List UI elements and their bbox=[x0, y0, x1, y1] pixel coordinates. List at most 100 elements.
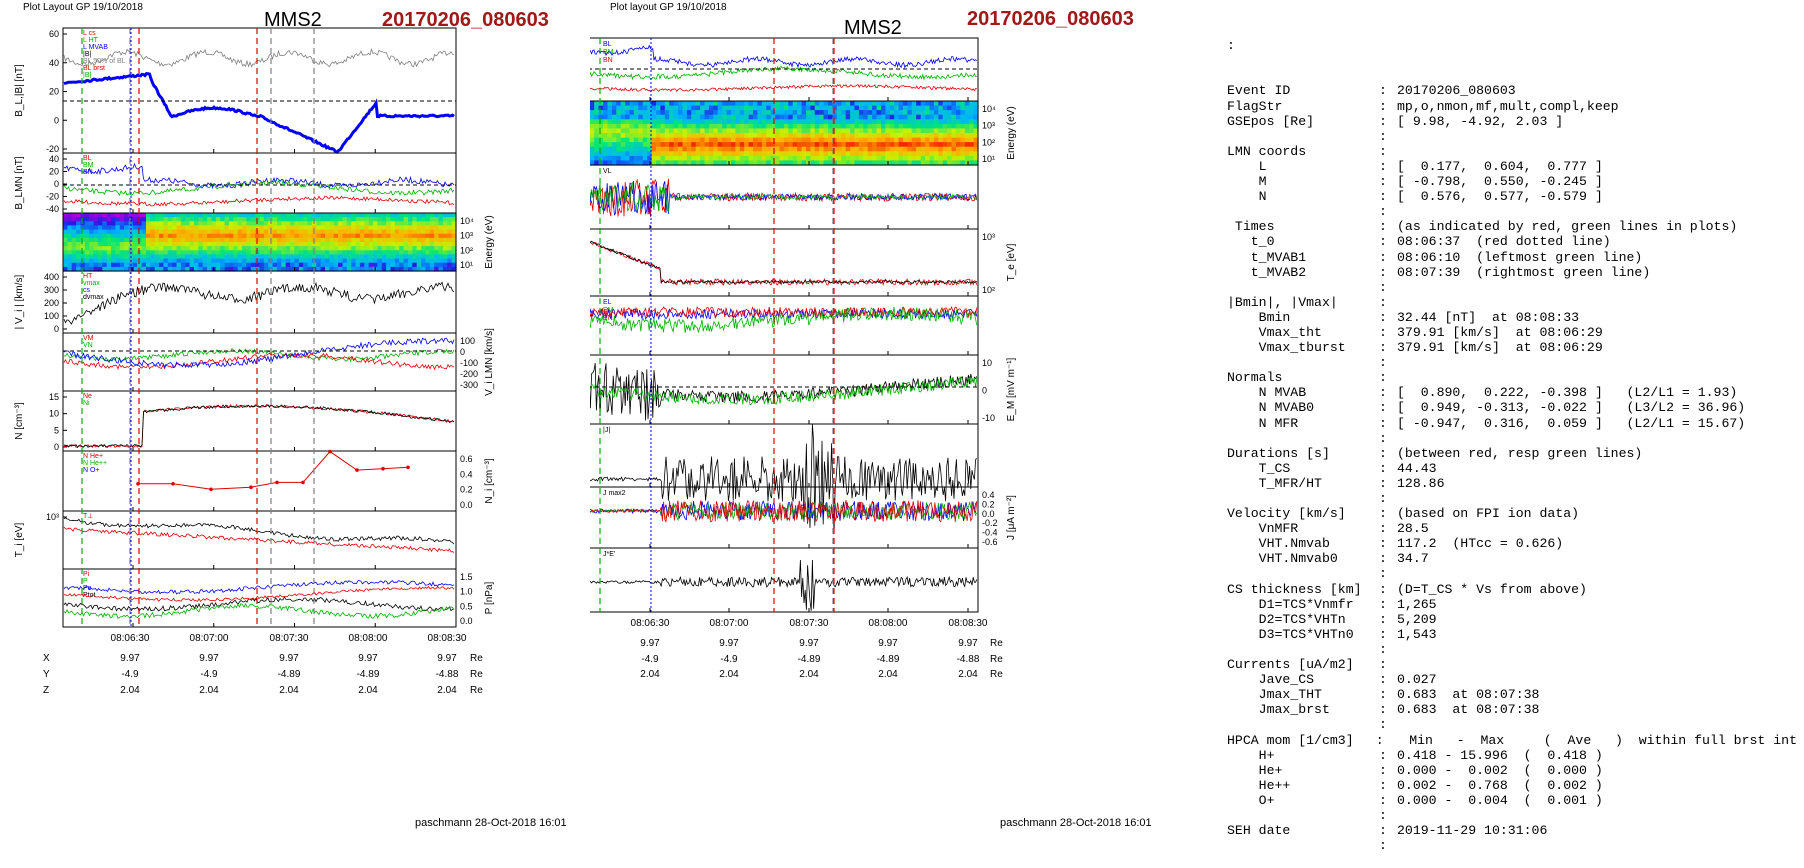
right-energy-spectrogram-cell bbox=[850, 147, 855, 152]
left-ytick-right-label: 1.5 bbox=[460, 572, 473, 582]
right-energy-spectrogram-cell bbox=[793, 138, 798, 143]
left-energy-spectrogram-cell bbox=[120, 221, 125, 226]
left-energy-spectrogram-cell bbox=[299, 259, 304, 264]
right-energy-spectrogram-cell bbox=[863, 147, 868, 152]
right-energy-spectrogram-cell bbox=[643, 101, 648, 106]
left-energy-spectrogram-cell bbox=[356, 259, 361, 264]
right-energy-spectrogram-cell bbox=[718, 119, 723, 124]
left-panel-frame bbox=[63, 391, 456, 451]
right-energy-spectrogram-cell bbox=[934, 106, 939, 111]
info-row-value: 379.91 [km/s] at 08:06:29 bbox=[1397, 340, 1797, 355]
right-energy-spectrogram-cell bbox=[960, 101, 965, 106]
right-energy-spectrogram-cell bbox=[903, 151, 908, 156]
left-energy-spectrogram-cell bbox=[181, 230, 186, 235]
right-energy-spectrogram-cell bbox=[612, 156, 617, 161]
right-energy-spectrogram-cell bbox=[740, 106, 745, 111]
left-energy-spectrogram-cell bbox=[277, 263, 282, 268]
left-energy-spectrogram-cell bbox=[198, 259, 203, 264]
left-energy-spectrogram-cell bbox=[395, 225, 400, 230]
left-energy-spectrogram-cell bbox=[294, 234, 299, 239]
right-energy-spectrogram-cell bbox=[793, 156, 798, 161]
left-energy-spectrogram-cell bbox=[321, 221, 326, 226]
left-energy-spectrogram-cell bbox=[264, 234, 269, 239]
left-energy-spectrogram-cell bbox=[225, 230, 230, 235]
right-energy-spectrogram-cell bbox=[903, 128, 908, 133]
left-energy-spectrogram-cell bbox=[439, 234, 444, 239]
left-energy-spectrogram-cell bbox=[443, 254, 448, 259]
right-energy-spectrogram-cell bbox=[709, 106, 714, 111]
left-energy-spectrogram-cell bbox=[111, 246, 116, 251]
right-energy-spectrogram-cell bbox=[656, 156, 661, 161]
left-energy-spectrogram-cell bbox=[111, 221, 116, 226]
right-energy-spectrogram-cell bbox=[740, 133, 745, 138]
left-energy-spectrogram-cell bbox=[425, 242, 430, 247]
right-energy-spectrogram-cell bbox=[907, 138, 912, 143]
left-energy-spectrogram-cell bbox=[329, 242, 334, 247]
left-energy-spectrogram-cell bbox=[281, 238, 286, 243]
right-energy-spectrogram-cell bbox=[930, 119, 935, 124]
left-energy-spectrogram-cell bbox=[299, 242, 304, 247]
left-energy-spectrogram-cell bbox=[212, 254, 217, 259]
left-energy-spectrogram-cell bbox=[242, 259, 247, 264]
info-row-separator: : bbox=[1379, 295, 1397, 310]
left-energy-spectrogram-cell bbox=[303, 259, 308, 264]
right-energy-spectrogram-cell bbox=[960, 110, 965, 115]
right-energy-spectrogram-cell bbox=[855, 119, 860, 124]
left-energy-spectrogram-cell bbox=[434, 225, 439, 230]
info-row-value: 0.027 bbox=[1397, 672, 1797, 687]
right-energy-spectrogram-cell bbox=[788, 106, 793, 111]
right-energy-spectrogram-cell bbox=[599, 151, 604, 156]
left-energy-spectrogram-cell bbox=[67, 250, 72, 255]
left-energy-spectrogram-cell bbox=[421, 225, 426, 230]
left-energy-spectrogram-cell bbox=[425, 250, 430, 255]
left-energy-spectrogram-cell bbox=[343, 238, 348, 243]
left-energy-spectrogram-cell bbox=[338, 263, 343, 268]
info-row-label bbox=[1227, 566, 1379, 581]
left-energy-spectrogram-cell bbox=[360, 242, 365, 247]
left-energy-spectrogram-cell bbox=[251, 250, 256, 255]
right-energy-spectrogram-cell bbox=[921, 101, 926, 106]
left-he-line bbox=[138, 452, 408, 490]
left-energy-spectrogram-cell bbox=[81, 217, 86, 222]
right-energy-spectrogram-cell bbox=[885, 106, 890, 111]
left-energy-spectrogram-cell bbox=[338, 238, 343, 243]
left-energy-spectrogram-cell bbox=[430, 217, 435, 222]
right-energy-spectrogram-cell bbox=[837, 128, 842, 133]
right-energy-spectrogram-cell bbox=[735, 124, 740, 129]
left-energy-spectrogram-cell bbox=[303, 250, 308, 255]
left-energy-spectrogram-cell bbox=[303, 254, 308, 259]
left-energy-spectrogram-cell bbox=[299, 217, 304, 222]
right-energy-spectrogram-cell bbox=[718, 106, 723, 111]
right-energy-spectrogram-cell bbox=[669, 138, 674, 143]
right-energy-spectrogram-cell bbox=[683, 142, 688, 147]
right-energy-spectrogram-cell bbox=[634, 106, 639, 111]
right-energy-spectrogram-cell bbox=[916, 124, 921, 129]
right-energy-spectrogram-cell bbox=[660, 156, 665, 161]
info-row: : bbox=[1227, 491, 1797, 506]
right-energy-spectrogram-cell bbox=[850, 151, 855, 156]
left-energy-spectrogram-cell bbox=[316, 259, 321, 264]
left-energy-spectrogram-cell bbox=[360, 246, 365, 251]
left-energy-spectrogram-cell bbox=[290, 213, 295, 218]
info-row: T_MFR/HT:128.86 bbox=[1227, 476, 1797, 491]
right-energy-spectrogram-cell bbox=[965, 142, 970, 147]
info-row: Event ID:20170206_080603 bbox=[1227, 83, 1797, 98]
right-energy-spectrogram-cell bbox=[771, 151, 776, 156]
left-energy-spectrogram-cell bbox=[194, 238, 199, 243]
left-energy-spectrogram-cell bbox=[242, 213, 247, 218]
right-energy-spectrogram-cell bbox=[806, 110, 811, 115]
right-ylabel: E_M [mV m⁻¹] bbox=[1006, 357, 1017, 421]
left-energy-spectrogram-cell bbox=[220, 213, 225, 218]
left-ytick-right-label: 0.0 bbox=[460, 616, 473, 626]
right-energy-spectrogram-cell bbox=[793, 110, 798, 115]
left-energy-spectrogram-cell bbox=[351, 254, 356, 259]
right-energy-spectrogram-cell bbox=[608, 101, 613, 106]
left-energy-spectrogram-cell bbox=[334, 259, 339, 264]
left-energy-spectrogram-cell bbox=[233, 221, 238, 226]
left-energy-spectrogram-cell bbox=[369, 221, 374, 226]
right-energy-spectrogram-cell bbox=[930, 110, 935, 115]
left-energy-spectrogram-cell bbox=[290, 217, 295, 222]
info-row: Currents [uA/m2]: bbox=[1227, 657, 1797, 672]
right-energy-spectrogram-cell bbox=[881, 133, 886, 138]
